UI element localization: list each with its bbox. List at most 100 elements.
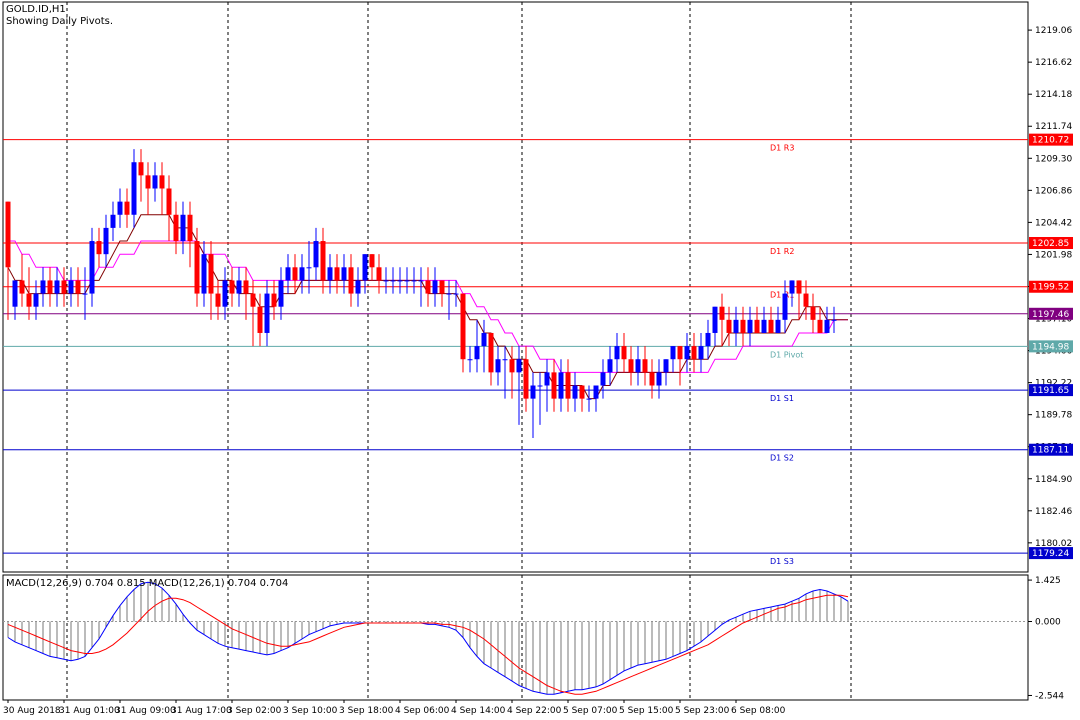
candle-body xyxy=(432,280,438,294)
candle-body xyxy=(124,201,130,215)
pivot-price-tag xyxy=(1029,280,1073,293)
time-axis-label: 5 Sep 15:00 xyxy=(619,706,674,716)
candle-body xyxy=(502,359,508,361)
symbol-title: GOLD.ID,H1 xyxy=(6,4,66,15)
candle-body xyxy=(761,319,767,333)
candle-body xyxy=(299,267,305,281)
bear-candle xyxy=(166,175,172,242)
bull-candle xyxy=(110,201,116,242)
pivot-label: D1 R3 xyxy=(770,144,794,153)
bull-candle xyxy=(383,267,389,294)
bear-candle xyxy=(649,359,655,399)
candle-body xyxy=(523,359,529,399)
bear-candle xyxy=(677,346,683,386)
price-tick-label: 1201.98 xyxy=(1035,250,1072,260)
current-price-tag-text: 1197.46 xyxy=(1032,310,1069,320)
candle-body xyxy=(306,267,312,269)
pivot-price-tag-text: 1191.65 xyxy=(1032,386,1069,396)
bear-candle xyxy=(719,293,725,347)
candle-body xyxy=(474,346,480,360)
bull-candle xyxy=(362,254,368,294)
candle-body xyxy=(635,359,641,373)
candle-body xyxy=(131,162,137,215)
time-axis-label: 31 Aug 01:00 xyxy=(59,706,120,716)
candle-body xyxy=(61,280,67,294)
bull-candle xyxy=(103,214,109,268)
bull-candle xyxy=(467,346,473,373)
candle-body xyxy=(831,319,837,321)
bear-candle xyxy=(460,293,466,373)
candle-body xyxy=(817,319,823,333)
bull-candle xyxy=(684,332,690,373)
macd-title: MACD(12,26,9) 0.704 0.815 MACD(12,26,1) … xyxy=(6,578,289,589)
price-tick-label: 1180.02 xyxy=(1035,539,1072,549)
bear-candle xyxy=(61,267,67,307)
bull-candle xyxy=(355,267,361,307)
candle-body xyxy=(89,241,95,294)
bear-candle xyxy=(628,346,634,386)
time-axis-label: 5 Sep 07:00 xyxy=(563,706,618,716)
candle-body xyxy=(5,201,11,268)
bull-candle xyxy=(516,346,522,425)
price-tick-label: 1211.74 xyxy=(1035,122,1072,132)
pivot-price-tag-text: 1187.11 xyxy=(1032,446,1069,456)
bull-candle xyxy=(54,267,60,307)
bull-candle xyxy=(446,280,452,320)
bull-candle xyxy=(670,346,676,373)
candle-body xyxy=(152,175,158,189)
bear-candle xyxy=(810,293,816,333)
bull-candle xyxy=(824,306,830,333)
candle-body xyxy=(201,254,207,294)
candle-body xyxy=(670,346,676,360)
pivot-price-tag xyxy=(1029,547,1073,560)
candle-body xyxy=(572,385,578,399)
candle-body xyxy=(740,319,746,333)
pivot-label: D1 S1 xyxy=(770,394,794,403)
candle-body xyxy=(173,214,179,242)
candle-body xyxy=(544,372,550,386)
bull-candle xyxy=(789,280,795,307)
bull-candle xyxy=(201,241,207,307)
bear-candle xyxy=(138,149,144,202)
bear-candle xyxy=(47,267,53,307)
candle-body xyxy=(453,293,459,295)
candle-body xyxy=(341,267,347,281)
bear-candle xyxy=(740,306,746,347)
bear-candle xyxy=(257,293,263,347)
time-axis-label: 4 Sep 06:00 xyxy=(395,706,450,716)
bear-candle xyxy=(208,241,214,320)
candle-body xyxy=(250,293,256,307)
candle-body xyxy=(446,293,452,295)
candle-body xyxy=(110,214,116,228)
bull-candle xyxy=(180,201,186,255)
bear-candle xyxy=(509,346,515,399)
bull-candle xyxy=(705,319,711,360)
candle-body xyxy=(565,372,571,399)
bull-candle xyxy=(600,359,606,399)
bear-candle xyxy=(726,306,732,347)
bull-candle xyxy=(775,306,781,333)
candle-body xyxy=(327,267,333,281)
bull-candle xyxy=(285,254,291,294)
price-tick-label: 1206.86 xyxy=(1035,186,1072,196)
bull-candle xyxy=(502,346,508,399)
signal-line xyxy=(7,594,849,695)
indicator-note: Showing Daily Pivots. xyxy=(6,16,114,27)
pivot-price-tag xyxy=(1029,237,1073,250)
time-axis-label: 3 Sep 10:00 xyxy=(283,706,338,716)
bear-candle xyxy=(642,346,648,386)
candle-body xyxy=(803,293,809,307)
bull-candle xyxy=(222,267,228,320)
candle-body xyxy=(229,280,235,294)
candle-body xyxy=(698,346,704,360)
candle-body xyxy=(726,319,732,333)
candle-body xyxy=(26,293,32,307)
candle-body xyxy=(530,385,536,399)
candle-body xyxy=(404,280,410,282)
bear-candle xyxy=(145,162,151,215)
bull-candle xyxy=(474,319,480,373)
bear-candle xyxy=(551,359,557,412)
pivot-price-tag-text: 1202.85 xyxy=(1032,239,1069,249)
candle-body xyxy=(75,280,81,294)
